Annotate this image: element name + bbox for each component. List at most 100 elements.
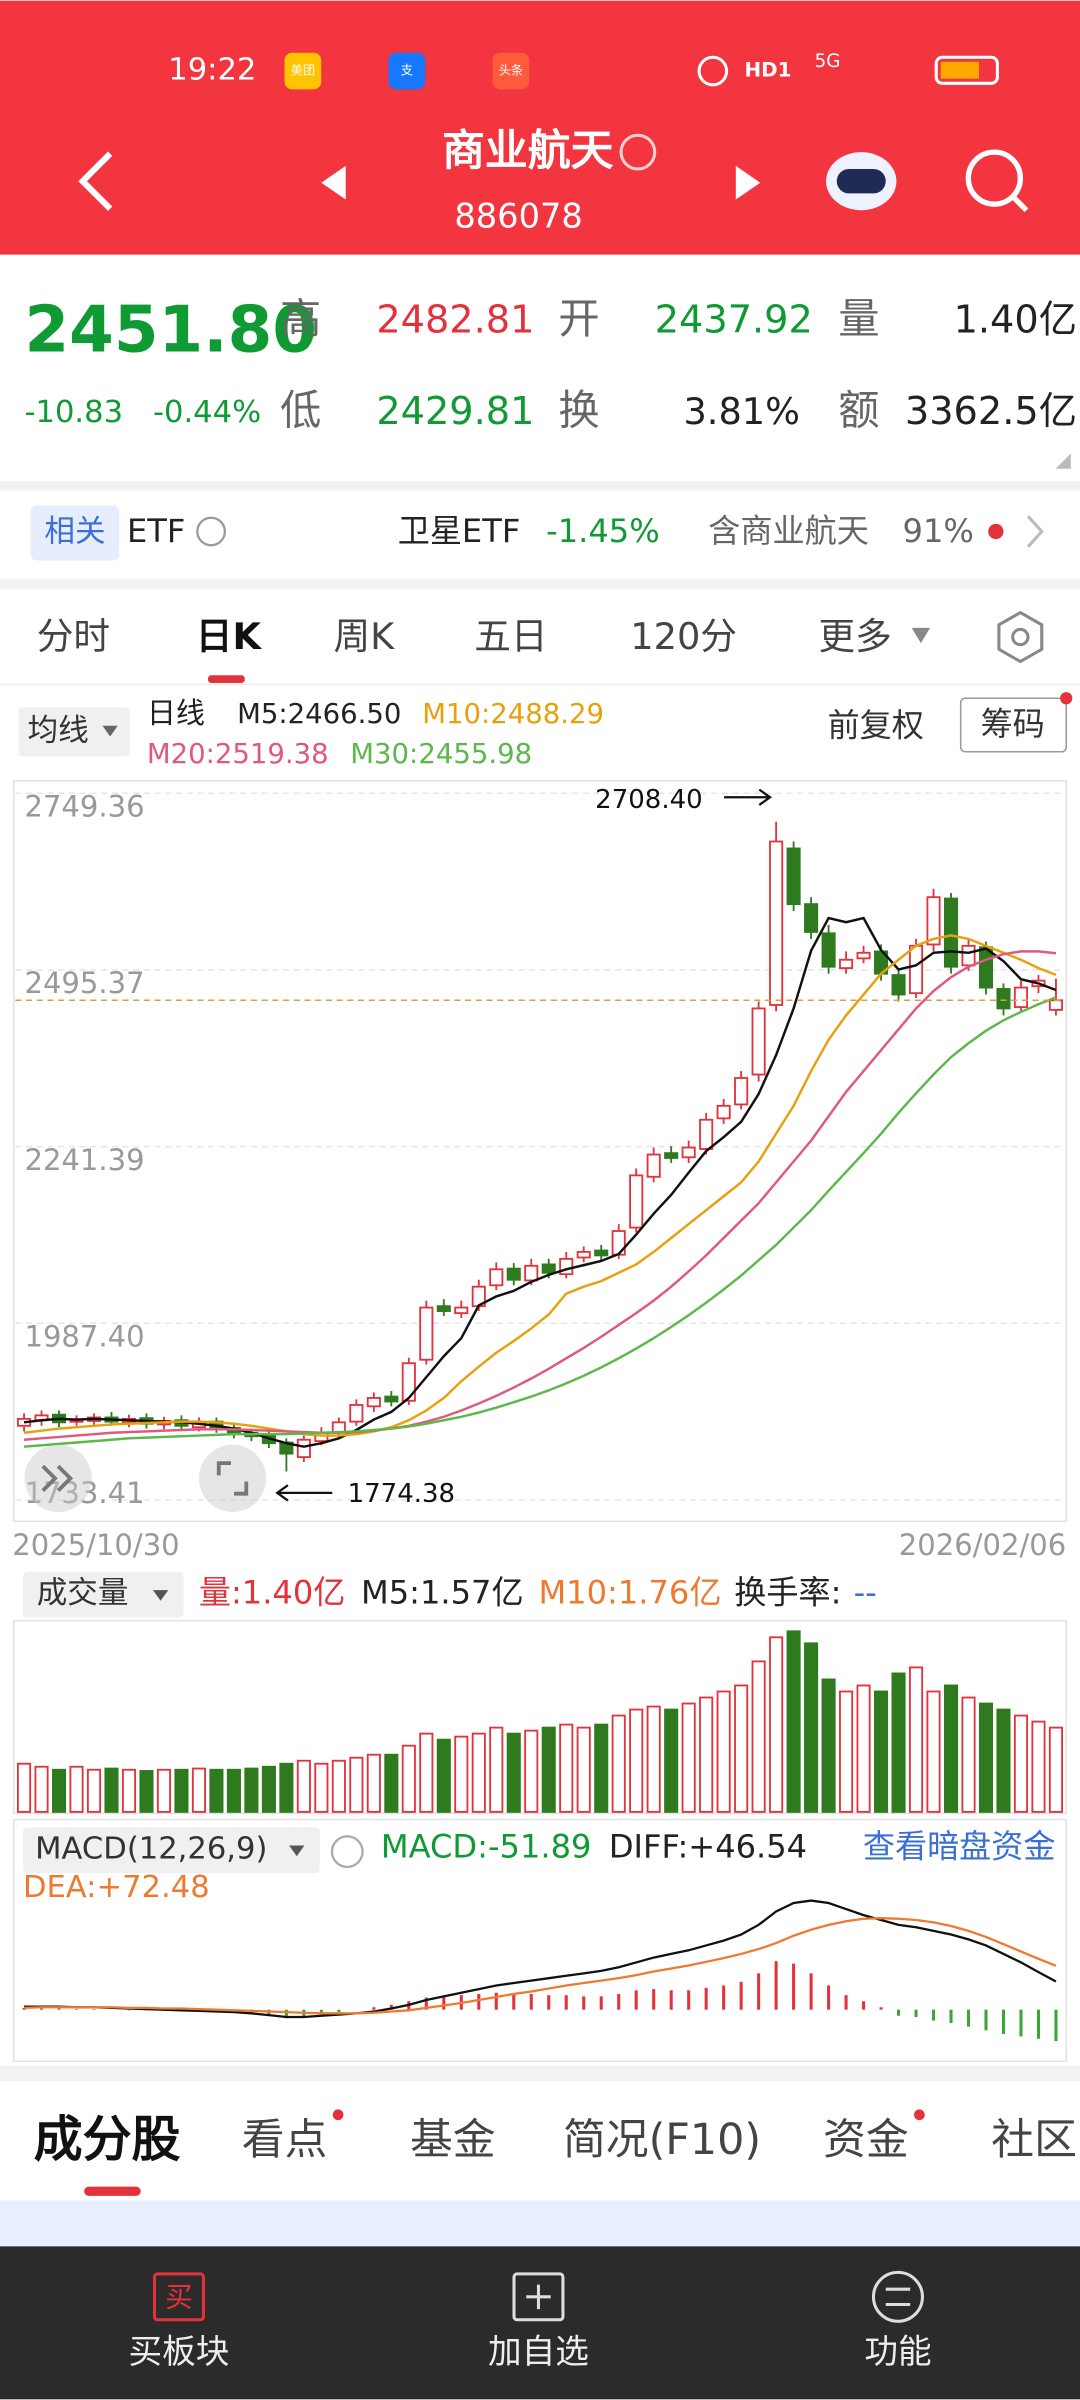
battery-level bbox=[940, 61, 980, 79]
volume-bar bbox=[734, 1684, 749, 1813]
back-button[interactable] bbox=[78, 151, 113, 211]
volume-bar-volume: 量:1.40亿 bbox=[199, 1574, 346, 1612]
volume-bar bbox=[51, 1768, 67, 1813]
etf-bar-name: 卫星ETF bbox=[398, 512, 521, 550]
collapse-button[interactable] bbox=[24, 1444, 92, 1513]
chevron[interactable] bbox=[1026, 515, 1044, 548]
candle-body bbox=[996, 988, 1011, 1010]
volume-bar bbox=[471, 1732, 486, 1813]
bottom-tab: 社区 bbox=[991, 2115, 1077, 2165]
header-bg bbox=[0, 0, 1080, 255]
quote-change-pct: -0.44% bbox=[153, 395, 261, 430]
candle-body bbox=[769, 840, 784, 1006]
macd-select-bg[interactable] bbox=[22, 1827, 320, 1874]
select-caret bbox=[152, 1590, 169, 1601]
candle-body bbox=[943, 897, 959, 968]
help-icon[interactable] bbox=[196, 516, 227, 547]
nav-bar bbox=[0, 2246, 1080, 2400]
y-tick-label: 1733.41 bbox=[24, 1476, 144, 1510]
x-range-label: 2025/10/30 bbox=[12, 1528, 179, 1562]
volume-bar bbox=[664, 1708, 679, 1813]
annotation: 1774.38 bbox=[348, 1479, 456, 1509]
volume-bar-turnover-value: -- bbox=[854, 1574, 877, 1612]
func-icon[interactable] bbox=[871, 2270, 924, 2323]
bottom-tab: 成分股 bbox=[34, 2111, 181, 2168]
annotation: 2708.40 bbox=[595, 785, 703, 815]
quote-low-label: 低 bbox=[280, 387, 321, 435]
candle-body bbox=[716, 1104, 731, 1120]
chips-button[interactable] bbox=[959, 697, 1067, 753]
help-icon[interactable] bbox=[330, 1835, 364, 1869]
app-icon bbox=[284, 52, 322, 90]
divider bbox=[0, 2065, 1080, 2082]
candle-body bbox=[961, 944, 976, 967]
app-icon bbox=[492, 52, 530, 90]
ma-line bbox=[23, 934, 1057, 1437]
y-tick-label: 2495.37 bbox=[24, 966, 144, 1000]
candle-body bbox=[524, 1264, 539, 1282]
volume-bar bbox=[121, 1768, 137, 1813]
volume-bar bbox=[559, 1723, 574, 1813]
volume-bar bbox=[261, 1765, 276, 1813]
tab: 日K bbox=[196, 615, 263, 658]
tab: 120分 bbox=[630, 615, 737, 658]
volume-bar bbox=[419, 1732, 434, 1813]
quote-high-label: 高 bbox=[280, 295, 321, 343]
y-tick-label: 1987.40 bbox=[24, 1320, 144, 1354]
prev-button[interactable] bbox=[321, 165, 346, 200]
info-icon[interactable] bbox=[619, 133, 657, 171]
volume-bar bbox=[541, 1726, 556, 1813]
macd-bar-select: MACD(12,26,9) bbox=[35, 1832, 267, 1867]
indicator-bar-m10: M10:2488.29 bbox=[422, 698, 604, 730]
candle-body bbox=[331, 1421, 346, 1433]
settings-icon[interactable] bbox=[997, 610, 1044, 664]
candle-body bbox=[839, 958, 854, 970]
candle-body bbox=[629, 1174, 644, 1229]
fullscreen-button[interactable] bbox=[198, 1444, 267, 1513]
etf-bar-contains: 含商业航天 bbox=[708, 512, 869, 550]
next-button[interactable] bbox=[735, 165, 761, 200]
add-icon[interactable] bbox=[512, 2272, 565, 2322]
candle-body bbox=[908, 944, 924, 995]
tab: 更多 bbox=[818, 615, 891, 658]
ma-select-bg[interactable] bbox=[18, 707, 131, 757]
red-dot bbox=[914, 2109, 925, 2121]
robot-face bbox=[836, 168, 886, 194]
y-tick-label: 2749.36 bbox=[24, 790, 144, 824]
notice-strip bbox=[0, 2200, 1080, 2250]
candle-body bbox=[856, 951, 871, 960]
fullscreen-icon bbox=[216, 1461, 249, 1496]
volume-bar bbox=[226, 1768, 241, 1813]
volume-bar bbox=[926, 1690, 941, 1813]
candle-body bbox=[541, 1263, 556, 1274]
tag-bg bbox=[30, 505, 120, 561]
app-label: 头条 bbox=[499, 64, 523, 78]
buy-icon[interactable] bbox=[152, 2272, 205, 2322]
macd-frame bbox=[13, 1818, 1067, 2063]
select-caret bbox=[289, 1845, 305, 1857]
quote-turnover-label: 换 bbox=[558, 387, 599, 435]
candle-body bbox=[646, 1153, 661, 1178]
expand-corner[interactable] bbox=[1055, 453, 1071, 469]
candle-body bbox=[681, 1146, 696, 1159]
volume-bar bbox=[856, 1684, 871, 1813]
volume-bar-select: 成交量 bbox=[37, 1576, 129, 1611]
search-handle bbox=[1010, 194, 1029, 213]
volume-bar bbox=[331, 1759, 346, 1813]
candle-body bbox=[366, 1397, 381, 1408]
battery bbox=[934, 55, 999, 85]
quote-change: -10.83 bbox=[24, 395, 123, 430]
candle-body bbox=[804, 903, 819, 933]
red-dot bbox=[332, 2109, 344, 2121]
arrow bbox=[724, 788, 772, 806]
candle-body bbox=[454, 1306, 469, 1315]
volume-bar bbox=[156, 1768, 172, 1813]
volume-bar bbox=[961, 1696, 976, 1813]
volume-select-bg[interactable] bbox=[22, 1571, 184, 1618]
volume-bar bbox=[454, 1735, 469, 1813]
search-icon[interactable] bbox=[965, 149, 1024, 207]
header-code: 886078 bbox=[454, 196, 582, 235]
candle-body bbox=[978, 946, 994, 989]
volume-bar bbox=[769, 1636, 784, 1813]
app-label: 美团 bbox=[291, 64, 315, 78]
